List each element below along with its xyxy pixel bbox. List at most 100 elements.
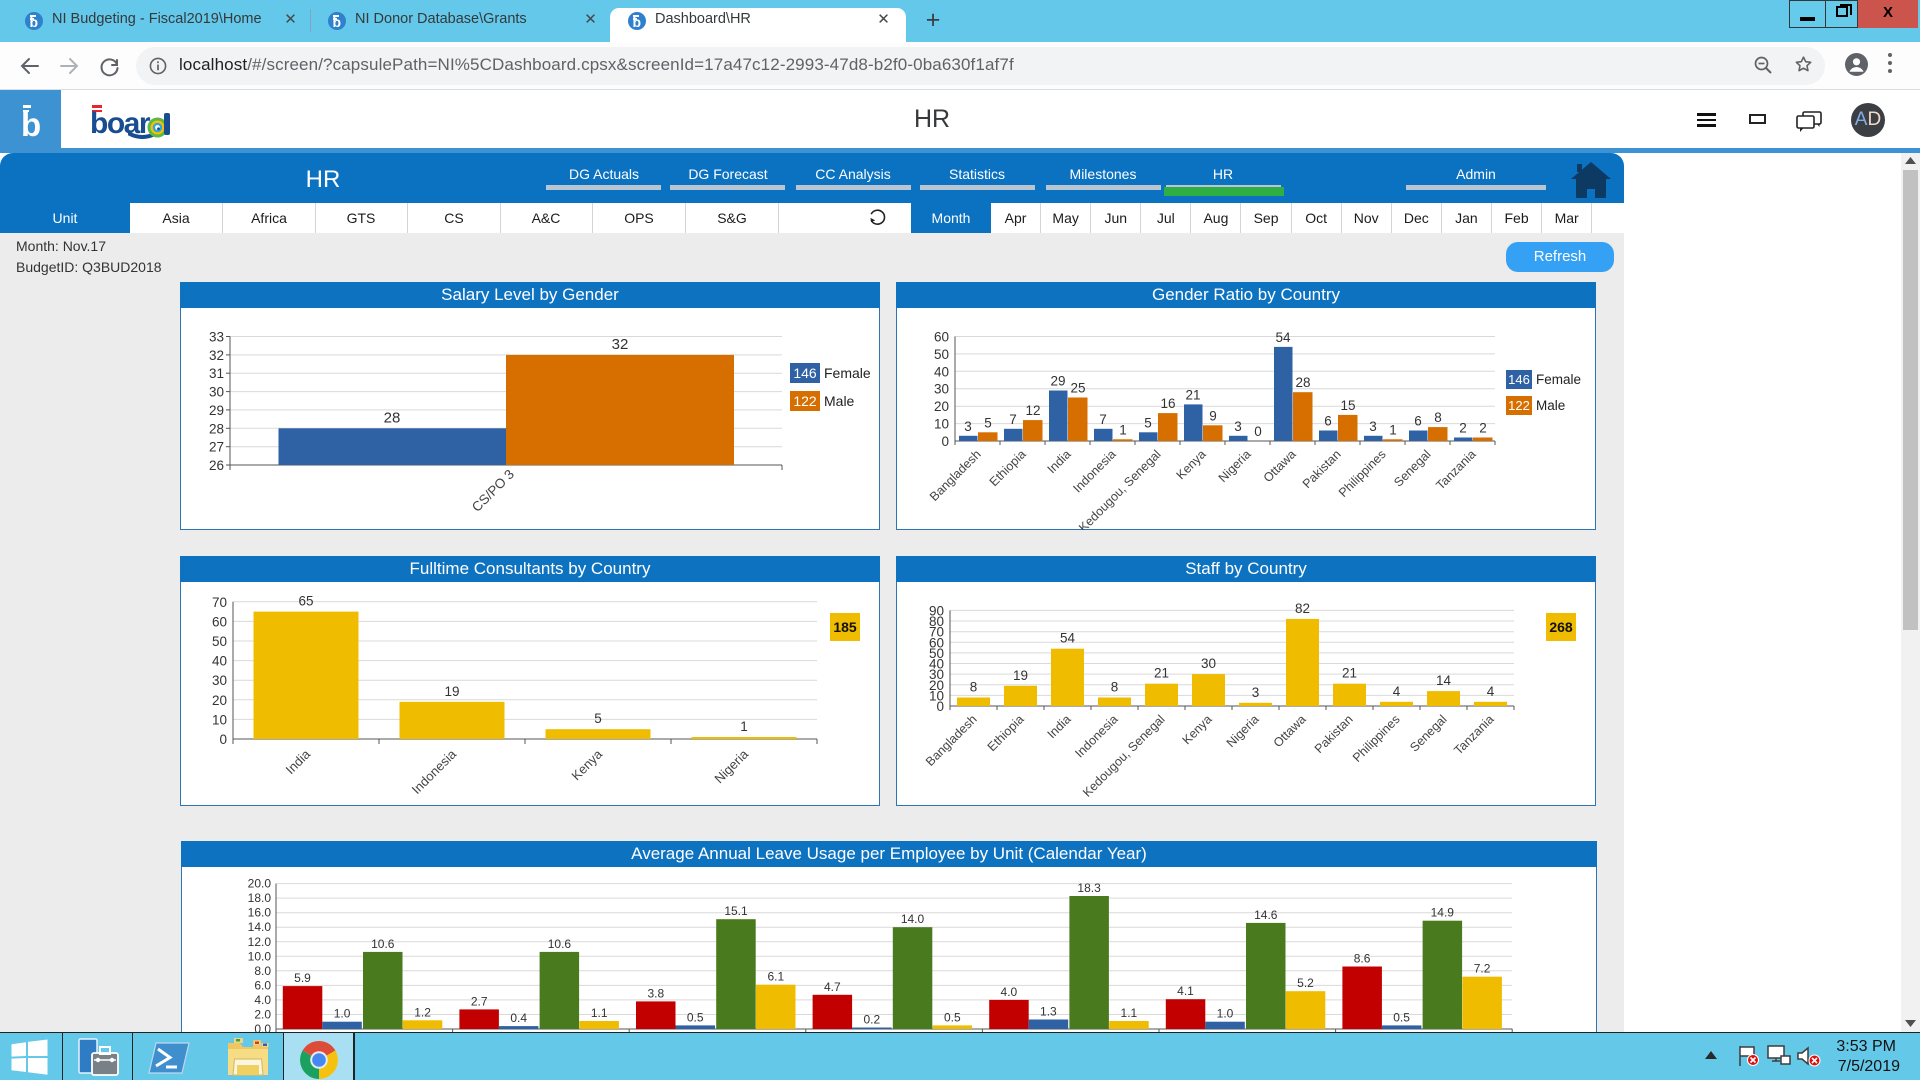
svg-text:65: 65	[298, 594, 313, 609]
svg-text:Nigeria: Nigeria	[1224, 712, 1262, 750]
svg-text:268: 268	[1549, 619, 1573, 635]
svg-text:3.8: 3.8	[647, 986, 664, 1000]
svg-text:90: 90	[929, 603, 944, 618]
svg-text:1.3: 1.3	[1040, 1005, 1057, 1019]
svg-text:185: 185	[833, 619, 857, 635]
svg-text:0.0: 0.0	[254, 1022, 271, 1032]
svg-text:1: 1	[1119, 422, 1127, 437]
svg-text:30: 30	[1201, 656, 1216, 671]
svg-text:8.0: 8.0	[254, 964, 271, 978]
svg-text:19: 19	[1013, 668, 1028, 683]
svg-text:7: 7	[1009, 412, 1017, 427]
svg-text:5: 5	[594, 711, 602, 726]
svg-text:122: 122	[1508, 398, 1530, 413]
svg-text:Philippines: Philippines	[1336, 447, 1389, 500]
svg-text:2: 2	[1459, 421, 1467, 436]
svg-text:0.5: 0.5	[944, 1010, 961, 1024]
svg-text:9: 9	[1209, 408, 1217, 423]
svg-text:40: 40	[934, 364, 949, 379]
svg-text:10: 10	[934, 417, 949, 432]
svg-text:0: 0	[941, 434, 949, 449]
svg-text:30: 30	[929, 667, 944, 682]
svg-text:70: 70	[929, 625, 944, 640]
svg-text:28: 28	[1295, 375, 1310, 390]
svg-text:10: 10	[212, 712, 227, 727]
svg-text:Kenya: Kenya	[1174, 447, 1209, 482]
svg-text:16.0: 16.0	[248, 906, 272, 920]
svg-text:18.0: 18.0	[248, 891, 272, 905]
svg-text:8: 8	[970, 680, 978, 695]
svg-text:4.0: 4.0	[254, 993, 271, 1007]
svg-text:1.0: 1.0	[1217, 1007, 1234, 1021]
svg-text:6.0: 6.0	[254, 978, 271, 992]
svg-text:10.6: 10.6	[548, 937, 572, 951]
svg-text:8.6: 8.6	[1354, 952, 1371, 966]
svg-text:25: 25	[1070, 381, 1085, 396]
svg-text:Male: Male	[1536, 398, 1565, 413]
svg-text:10.0: 10.0	[248, 949, 272, 963]
svg-text:31: 31	[209, 366, 224, 381]
svg-text:21: 21	[1185, 387, 1200, 402]
svg-text:2.7: 2.7	[471, 994, 488, 1008]
svg-text:20: 20	[929, 678, 944, 693]
svg-text:Ottawa: Ottawa	[1261, 447, 1299, 485]
svg-text:Pakistan: Pakistan	[1312, 712, 1356, 756]
svg-text:Tanzania: Tanzania	[1433, 447, 1478, 492]
svg-text:4.0: 4.0	[1001, 985, 1018, 999]
svg-text:32: 32	[612, 336, 629, 353]
svg-text:19: 19	[444, 684, 459, 699]
svg-text:Kenya: Kenya	[568, 746, 605, 783]
svg-text:Bangladesh: Bangladesh	[927, 447, 984, 504]
svg-text:18.3: 18.3	[1077, 881, 1101, 895]
svg-text:3: 3	[1234, 419, 1242, 434]
svg-text:4.1: 4.1	[1177, 984, 1194, 998]
svg-text:14.9: 14.9	[1431, 906, 1455, 920]
svg-text:0.4: 0.4	[510, 1011, 527, 1025]
svg-text:Indonesia: Indonesia	[409, 746, 460, 797]
svg-text:4.7: 4.7	[824, 980, 841, 994]
svg-text:Philippines: Philippines	[1350, 712, 1403, 765]
svg-text:5: 5	[984, 415, 992, 430]
svg-text:Pakistan: Pakistan	[1300, 447, 1344, 491]
svg-text:14.6: 14.6	[1254, 908, 1278, 922]
svg-text:0: 0	[936, 699, 944, 714]
svg-text:Kedougou, Senegal: Kedougou, Senegal	[1076, 447, 1164, 530]
svg-text:Kenya: Kenya	[1180, 712, 1215, 747]
svg-text:6: 6	[1324, 414, 1332, 429]
svg-text:30: 30	[212, 673, 227, 688]
svg-text:14.0: 14.0	[248, 920, 272, 934]
svg-text:12.0: 12.0	[248, 935, 272, 949]
svg-text:40: 40	[212, 654, 227, 669]
svg-text:Ethiopia: Ethiopia	[987, 447, 1029, 489]
svg-text:7: 7	[1099, 412, 1107, 427]
svg-text:0: 0	[219, 732, 227, 747]
svg-text:54: 54	[1275, 330, 1291, 345]
svg-text:5.2: 5.2	[1297, 976, 1314, 990]
svg-text:28: 28	[209, 421, 224, 436]
svg-text:1.1: 1.1	[591, 1006, 608, 1020]
svg-text:5: 5	[1144, 415, 1152, 430]
svg-text:80: 80	[929, 614, 944, 629]
svg-text:10: 10	[929, 688, 944, 703]
svg-text:28: 28	[384, 409, 401, 426]
svg-text:8: 8	[1434, 410, 1442, 425]
svg-text:Ottawa: Ottawa	[1271, 712, 1309, 750]
svg-text:20: 20	[212, 693, 227, 708]
svg-text:Ethiopia: Ethiopia	[985, 712, 1027, 754]
svg-text:146: 146	[1508, 372, 1530, 387]
svg-text:6.1: 6.1	[767, 970, 784, 984]
svg-text:29: 29	[1050, 374, 1065, 389]
svg-text:10.6: 10.6	[371, 937, 395, 951]
svg-text:India: India	[1045, 447, 1074, 476]
svg-text:26: 26	[209, 458, 224, 473]
svg-text:Nigeria: Nigeria	[711, 746, 751, 786]
svg-text:CS/PO 3: CS/PO 3	[469, 467, 517, 515]
svg-text:50: 50	[929, 646, 944, 661]
svg-text:Kedougou, Senegal: Kedougou, Senegal	[1080, 712, 1168, 800]
svg-text:0.5: 0.5	[1393, 1010, 1410, 1024]
svg-text:20.0: 20.0	[248, 877, 272, 891]
svg-text:60: 60	[929, 635, 944, 650]
svg-text:70: 70	[212, 595, 227, 610]
svg-text:15: 15	[1340, 398, 1355, 413]
svg-text:Nigeria: Nigeria	[1216, 447, 1254, 485]
